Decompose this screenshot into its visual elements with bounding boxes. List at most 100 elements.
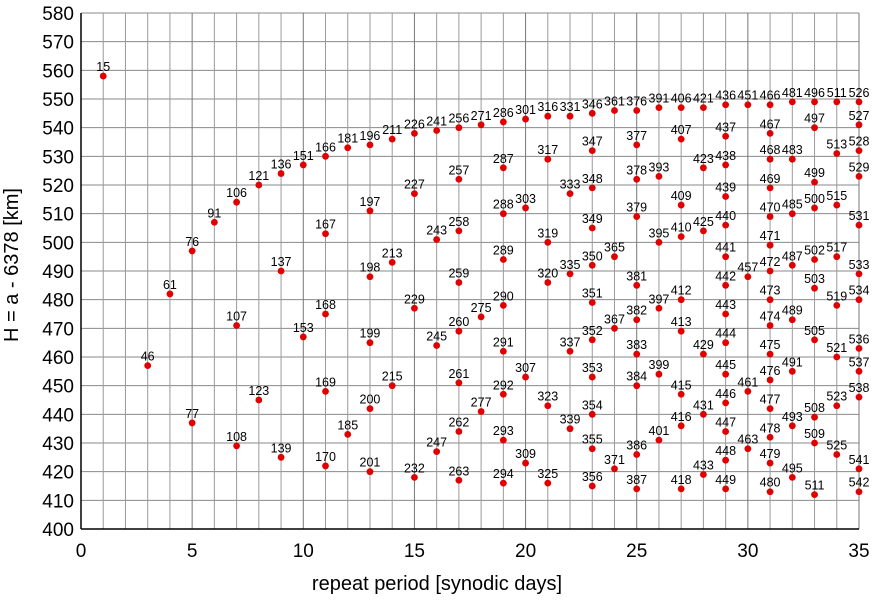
data-point (611, 253, 618, 261)
data-point (833, 98, 841, 106)
y-tick-labels: 400 410 420 430 440 450 460 470 480 490 500 510 520 5… (42, 4, 74, 541)
data-point (855, 488, 863, 496)
data-point (700, 227, 707, 235)
point-label: 77 (185, 407, 199, 421)
data-point (588, 299, 596, 306)
point-label: 257 (448, 163, 469, 177)
data-point (766, 213, 774, 220)
point-label: 523 (826, 390, 847, 404)
data-point (388, 135, 396, 143)
data-point (522, 373, 529, 381)
point-label: 466 (760, 89, 781, 103)
data-point (277, 267, 285, 275)
y-tick-label: 490 (42, 262, 74, 283)
point-label: 511 (827, 86, 847, 100)
data-point (722, 485, 730, 493)
point-label: 289 (493, 244, 514, 258)
point-label: 457 (737, 261, 758, 275)
point-label: 137 (271, 255, 292, 269)
point-label: 451 (737, 89, 758, 103)
data-point (255, 181, 263, 189)
data-point (366, 339, 374, 347)
data-point (722, 253, 730, 261)
point-label: 382 (626, 304, 647, 318)
point-label: 335 (560, 258, 581, 272)
point-label: 505 (804, 324, 825, 338)
point-label: 477 (760, 393, 781, 407)
data-point (633, 451, 641, 458)
point-label: 333 (560, 178, 581, 192)
point-label: 350 (582, 249, 603, 263)
data-point (455, 279, 463, 286)
data-point (788, 210, 796, 218)
point-label: 536 (849, 332, 870, 346)
point-label: 316 (537, 100, 558, 114)
point-label: 241 (426, 115, 447, 129)
point-label: 153 (293, 321, 314, 335)
point-label: 347 (582, 135, 603, 149)
point-label: 354 (582, 398, 603, 412)
x-tick-label: 25 (626, 541, 647, 562)
point-label: 491 (782, 355, 803, 369)
point-label: 277 (471, 395, 492, 409)
point-label: 446 (715, 387, 736, 401)
point-label: 410 (671, 221, 692, 235)
data-point (855, 173, 863, 180)
data-point (722, 339, 730, 347)
data-point (233, 198, 241, 206)
point-label: 275 (471, 301, 492, 315)
data-point (722, 428, 730, 435)
data-point (522, 204, 529, 212)
point-label: 461 (737, 375, 758, 389)
data-point (588, 184, 596, 192)
data-point (566, 347, 574, 355)
data-point (188, 419, 196, 427)
point-label: 481 (782, 86, 803, 100)
x-tick-label: 30 (737, 541, 758, 562)
point-label: 317 (537, 143, 558, 157)
data-point (677, 296, 685, 304)
data-point (855, 270, 863, 278)
data-point (611, 324, 618, 332)
data-point (855, 367, 863, 375)
y-tick-label: 470 (42, 319, 74, 340)
point-label: 387 (626, 473, 647, 487)
data-point (566, 190, 574, 198)
point-label: 519 (826, 289, 847, 303)
x-tick-label: 10 (293, 541, 314, 562)
data-point (811, 439, 818, 447)
data-point (544, 479, 552, 487)
data-point (833, 451, 841, 458)
data-point (655, 238, 663, 246)
point-labels: 1546617677911061071081211231361371391511… (96, 60, 869, 493)
data-point (499, 390, 507, 398)
data-point (633, 382, 641, 390)
data-point (366, 468, 374, 476)
point-label: 286 (493, 106, 514, 120)
data-point (700, 410, 707, 418)
data-point (855, 393, 863, 401)
data-point (633, 213, 641, 220)
point-label: 463 (737, 433, 758, 447)
data-point (544, 112, 552, 120)
data-point (811, 413, 818, 421)
data-point (722, 399, 730, 407)
data-point (477, 313, 485, 321)
point-label: 139 (271, 441, 292, 455)
point-label: 449 (715, 473, 736, 487)
data-point (811, 336, 818, 344)
point-label: 467 (760, 117, 781, 131)
data-point (299, 333, 307, 341)
data-point (322, 152, 329, 160)
point-label: 232 (404, 461, 425, 475)
point-label: 425 (693, 215, 714, 229)
data-point (744, 101, 752, 109)
point-label: 262 (448, 416, 469, 430)
data-point (722, 310, 730, 318)
data-point (766, 155, 774, 163)
data-point (277, 170, 285, 177)
data-point (811, 124, 818, 132)
point-label: 533 (849, 258, 870, 272)
data-point (522, 115, 529, 123)
data-point (811, 491, 818, 498)
